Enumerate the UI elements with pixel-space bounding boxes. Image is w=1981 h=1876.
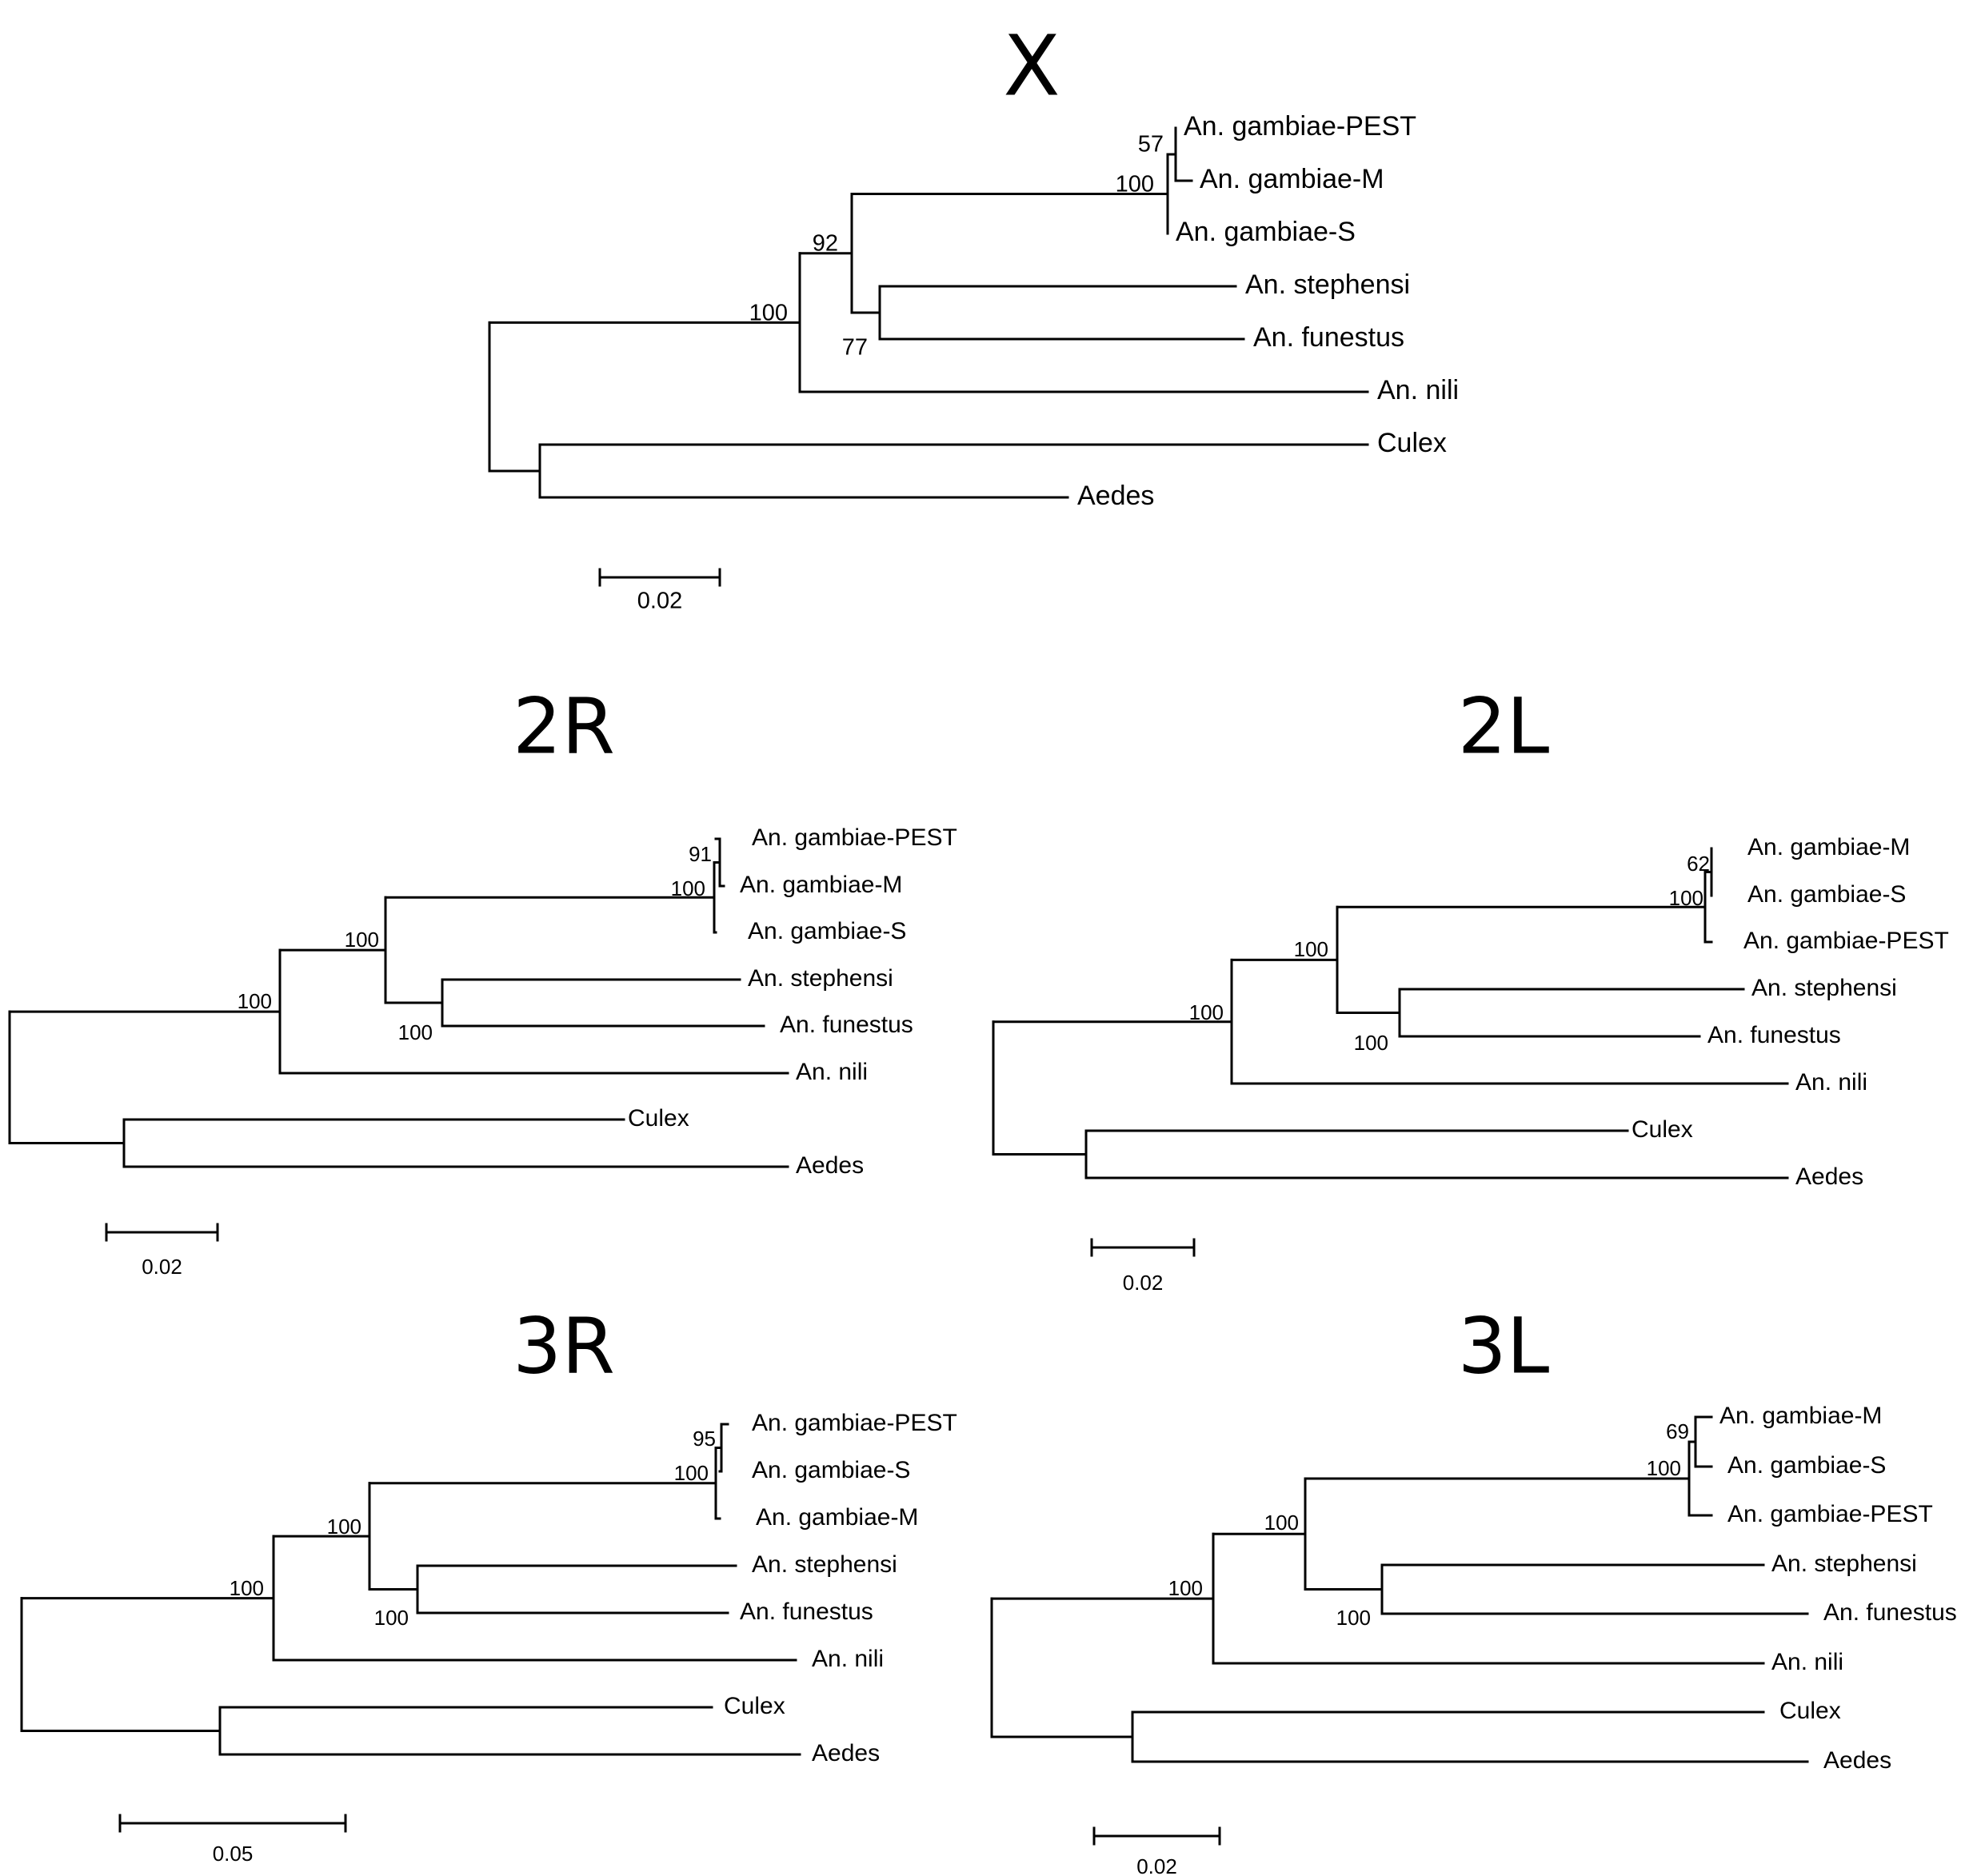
taxon-label: An. gambiae-PEST [1743,928,1949,954]
taxon-label: An. nili [1771,1649,1843,1675]
bootstrap-value: 100 [1264,1511,1299,1535]
taxon-label: An. nili [1795,1069,1867,1096]
bootstrap-value: 100 [671,876,705,900]
taxon-label: An. stephensi [752,1551,897,1578]
bootstrap-value: 100 [1647,1456,1681,1480]
taxon-label: Aedes [1823,1747,1891,1774]
taxon-label: An. stephensi [748,965,893,992]
scale-bar-label: 0.02 [1123,1271,1164,1295]
bootstrap-value: 100 [374,1606,409,1630]
scale-bar-label: 0.02 [1136,1854,1177,1876]
taxon-label: An. gambiae-PEST [1727,1501,1933,1527]
bootstrap-value: 77 [842,335,868,361]
tree-title: 3L [1458,1301,1550,1391]
bootstrap-value: 100 [1336,1606,1371,1630]
taxon-label: Culex [1377,428,1447,458]
taxon-label: An. gambiae-M [1200,164,1384,194]
bootstrap-value: 100 [1168,1576,1203,1600]
bootstrap-value: 95 [693,1427,716,1451]
bootstrap-value: 100 [1116,172,1154,198]
taxon-label: An. nili [812,1646,884,1672]
taxon-label: An. funestus [780,1012,913,1038]
taxon-label: An. gambiae-M [1719,1403,1882,1429]
bootstrap-value: 100 [674,1461,709,1485]
taxon-label: An. gambiae-S [1747,881,1906,908]
taxon-label: Culex [628,1105,689,1132]
taxon-label: An. gambiae-M [1747,834,1910,860]
bootstrap-value: 100 [1294,937,1328,961]
taxon-label: An. stephensi [1751,975,1897,1001]
tree-title: 2L [1458,681,1550,771]
scale-bar-label: 0.02 [142,1255,182,1279]
bootstrap-value: 92 [813,231,838,257]
tree-x: X An. gambiae-PEST An. gambiae-M An. gambia… [488,17,1459,614]
taxon-label: An. nili [796,1059,868,1085]
tree-title: X [1003,17,1060,114]
taxon-label: An. gambiae-S [1176,217,1356,247]
taxon-label: An. funestus [740,1599,873,1625]
bootstrap-value: 100 [230,1576,264,1600]
taxon-label: An. gambiae-S [752,1457,910,1483]
scale-bar-label: 0.02 [637,589,682,614]
bootstrap-value: 100 [1189,1000,1224,1024]
tree-2l: 2L An. gambiae-M An. gambiae-S An. gambiae-… [992,681,1949,1295]
taxon-label: Aedes [812,1740,880,1766]
bootstrap-value: 100 [749,301,788,326]
taxon-label: An. gambiae-PEST [1184,111,1416,142]
taxon-label: An. gambiae-PEST [752,1410,957,1436]
taxon-label: Aedes [1795,1164,1863,1190]
bootstrap-value: 62 [1687,852,1710,876]
tree-3r: 3R An. gambiae-PEST An. gambiae-S An. gambi… [20,1301,957,1866]
bootstrap-value: 100 [238,989,272,1013]
taxon-label: An. funestus [1707,1022,1841,1048]
taxon-label: An. gambiae-S [1727,1452,1886,1479]
bootstrap-value: 100 [327,1515,361,1539]
taxon-label: An. nili [1377,375,1459,405]
taxon-label: Aedes [1077,481,1154,511]
taxon-label: An. gambiae-PEST [752,824,957,851]
scale-bar-label: 0.05 [213,1842,254,1866]
tree-3l: 3L An. gambiae-M An. gambiae-S An. gambiae-… [990,1301,1957,1876]
tree-title: 3R [513,1301,615,1391]
bootstrap-value: 69 [1666,1419,1689,1443]
bootstrap-value: 57 [1138,132,1164,158]
bootstrap-value: 100 [398,1020,433,1044]
taxon-label: An. gambiae-M [756,1504,918,1531]
taxon-label: An. funestus [1253,322,1404,353]
tree-2r: 2R An. gambiae-PEST An. gambiae-M An. gambi… [8,681,957,1279]
bootstrap-value: 100 [345,928,379,952]
taxon-label: Culex [1779,1698,1841,1724]
bootstrap-value: 91 [689,842,712,866]
bootstrap-value: 100 [1669,886,1703,910]
taxon-label: An. stephensi [1245,269,1410,300]
taxon-label: An. gambiae-M [740,872,902,898]
bootstrap-value: 100 [1354,1031,1388,1055]
taxon-label: An. stephensi [1771,1551,1917,1577]
taxon-label: An. gambiae-S [748,918,906,944]
tree-title: 2R [513,681,615,771]
taxon-label: Culex [724,1693,785,1719]
taxon-label: An. funestus [1823,1599,1957,1626]
taxon-label: Culex [1632,1116,1693,1143]
taxon-label: Aedes [796,1152,864,1179]
